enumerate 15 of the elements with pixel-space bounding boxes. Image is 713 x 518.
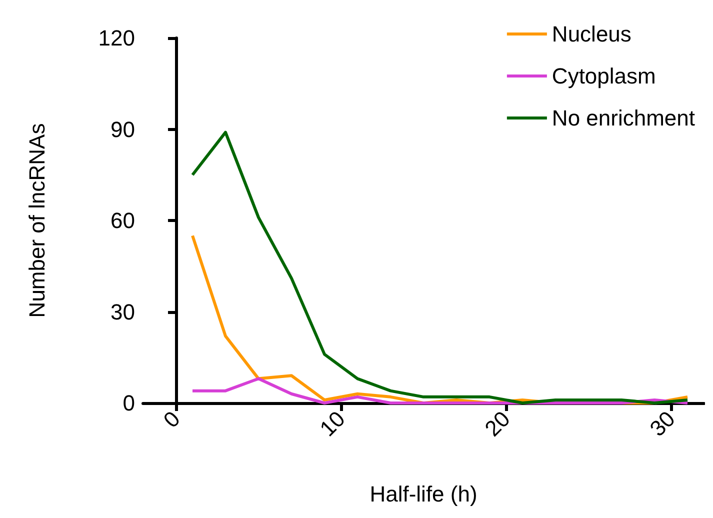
legend-label: No enrichment: [552, 106, 696, 130]
y-tick-label: 0: [122, 390, 135, 416]
legend-label: Cytoplasm: [552, 64, 656, 88]
x-axis-title: Half-life (h): [370, 482, 478, 506]
line-series: [191, 130, 689, 404]
y-tick-label: 60: [110, 208, 135, 233]
y-tick-label: 30: [110, 299, 135, 324]
x-tick-label: 20: [480, 406, 515, 442]
y-tick-label: 120: [98, 26, 135, 50]
x-tick-label: 0: [158, 406, 185, 432]
y-axis-title: Number of lncRNAs: [24, 123, 50, 318]
legend-label: Nucleus: [552, 22, 632, 46]
y-tick-label: 90: [110, 116, 135, 142]
x-tick-label: 30: [644, 406, 680, 442]
x-tick-label: 10: [314, 406, 350, 442]
